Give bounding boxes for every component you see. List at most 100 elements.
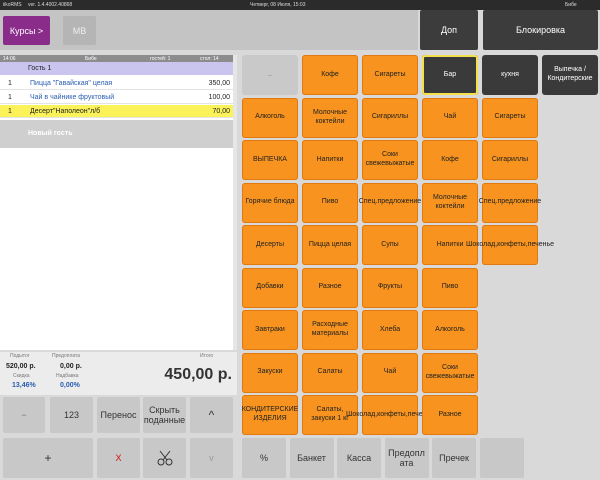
total-label: Итого	[200, 353, 214, 359]
menu-tile[interactable]: Супы	[362, 225, 418, 265]
item-name: Десерт"Наполеон"л/б	[30, 108, 101, 115]
numpad-button[interactable]: 123	[50, 397, 93, 433]
markup: 0,00%	[60, 382, 80, 389]
order-item[interactable]: 1 Десерт"Наполеон"л/б 70,00	[0, 105, 233, 118]
action-button[interactable]: %	[242, 438, 286, 478]
courses-button[interactable]: Курсы >	[3, 16, 50, 45]
menu-tile[interactable]: Расходные материалы	[302, 310, 358, 350]
action-button[interactable]: Касса	[337, 438, 381, 478]
header-cell: гостей: 1	[150, 56, 171, 62]
menu-tile[interactable]: ..	[242, 55, 298, 95]
order-header: 14:06 Бибе гостей: 1 стол: 14	[0, 55, 233, 62]
app-name: iikoRMS	[3, 2, 22, 8]
menu-tile[interactable]: Разное	[302, 267, 358, 308]
scrollbar	[233, 55, 237, 350]
item-qty: 1	[8, 94, 12, 101]
menu-tile[interactable]: Разное	[422, 395, 478, 435]
item-qty: 1	[8, 108, 12, 115]
order-item[interactable]: 1 Чай в чайнике фруктовый 100,00	[0, 91, 233, 104]
menu-tile[interactable]: Спец.предложение	[479, 182, 541, 223]
order-panel	[0, 55, 237, 350]
menu-tile[interactable]: Бар	[422, 55, 478, 95]
markup-label: Надбавка	[56, 373, 79, 379]
hide-served-button[interactable]: Скрыть поданные	[143, 397, 186, 433]
menu-tile[interactable]: Чай	[422, 97, 478, 138]
menu-tile[interactable]: Молочные коктейли	[302, 97, 358, 138]
item-name: Чай в чайнике фруктовый	[30, 94, 115, 101]
minus-button[interactable]: −	[3, 397, 45, 433]
menu-tile[interactable]: Алкоголь	[242, 97, 298, 138]
lock-button[interactable]: Блокировка	[483, 10, 598, 50]
menu-tile[interactable]: Хлеба	[362, 310, 418, 350]
scissors-icon	[157, 450, 172, 466]
menu-tile[interactable]: Добавки	[242, 267, 298, 308]
menu-tile[interactable]: ВЫПЕЧКА	[242, 140, 298, 180]
menu-tile[interactable]: Пиво	[302, 182, 358, 223]
menu-tile[interactable]: Сигареты	[482, 97, 538, 138]
header-cell: 14:06	[3, 56, 16, 62]
menu-tile[interactable]: Кофе	[302, 55, 358, 95]
split-button[interactable]	[143, 438, 186, 478]
date: Четверг, 08 Июля, 15:03	[250, 2, 306, 8]
menu-tile[interactable]: Шоколад,конфеты,печенье	[346, 395, 434, 435]
menu-tile[interactable]: Сигариллы	[482, 140, 538, 180]
down-button[interactable]: v	[190, 438, 233, 478]
mv-button[interactable]: МВ	[63, 16, 96, 45]
subtotal-label: Подытог	[10, 353, 30, 359]
item-name: Пицца "Гавайская" целая	[30, 80, 113, 87]
transfer-button[interactable]: Перенос	[97, 397, 140, 433]
menu-tile[interactable]: кухня	[482, 55, 538, 95]
user: Бибе	[565, 2, 577, 8]
menu-tile[interactable]: Напитки	[302, 140, 358, 180]
plus-button[interactable]: +	[3, 438, 93, 478]
action-button[interactable]: Банкет	[289, 438, 334, 478]
menu-tile[interactable]: КОНДИТЕРСКИЕ ИЗДЕЛИЯ	[242, 395, 298, 435]
menu-tile[interactable]: Закуски	[242, 352, 298, 393]
menu-tile[interactable]: Сигареты	[362, 55, 418, 95]
discount-label: Скидка	[13, 373, 30, 379]
action-button[interactable]: Пречек	[432, 438, 476, 478]
menu-tile[interactable]: Молочные коктейли	[422, 182, 478, 223]
discount: 13,46%	[12, 382, 36, 389]
item-qty: 1	[8, 80, 12, 87]
subtotal: 520,00 р.	[6, 363, 36, 370]
menu-tile[interactable]: Алкоголь	[422, 310, 478, 350]
menu-tile[interactable]: Напитки	[422, 225, 478, 265]
action-button[interactable]	[479, 438, 524, 478]
menu-tile[interactable]: Соки свежевыжатые	[422, 352, 478, 393]
total: 450,00 р.	[164, 366, 232, 383]
action-button[interactable]: Предоплата	[384, 438, 429, 478]
menu-tile[interactable]: Сигариллы	[362, 97, 418, 138]
menu-tile[interactable]: Шоколад,конфеты,печенье	[466, 225, 554, 265]
menu-tile[interactable]: Десерты	[242, 225, 298, 265]
menu-tile[interactable]: Выпечка / Кондитерские	[542, 55, 598, 95]
guest-row: Гость 1	[0, 62, 233, 75]
menu-tile[interactable]: Горячие блюда	[242, 182, 298, 223]
menu-tile[interactable]: Кофе	[422, 140, 478, 180]
header-cell: стол: 14	[200, 56, 219, 62]
delete-button[interactable]: X	[97, 438, 140, 478]
summary: Подытог Предоплата Итого 520,00 р. 0,00 …	[0, 352, 237, 395]
item-price: 350,00	[208, 80, 230, 87]
menu-tile[interactable]: Завтраки	[242, 310, 298, 350]
menu-tile[interactable]: Соки свежевыжатые	[362, 140, 418, 180]
menu-tile[interactable]: Салаты	[302, 352, 358, 393]
item-price: 100,00	[208, 94, 230, 101]
menu-tile[interactable]: Салаты, закуски 1 кг	[302, 395, 358, 435]
version: ver. 1.4.4002.40868	[28, 2, 73, 8]
menu-tile[interactable]: Фрукты	[362, 267, 418, 308]
up-button[interactable]: ^	[190, 397, 233, 433]
extra-button[interactable]: Доп	[420, 10, 478, 50]
title-bar: iikoRMS ver. 1.4.4002.40868 Четверг, 08 …	[0, 0, 600, 10]
order-items: 1 Пицца "Гавайская" целая 350,00 1 Чай в чай…	[0, 77, 233, 119]
prepay: 0,00 р.	[60, 363, 82, 370]
menu-tile[interactable]: Спец.предложение	[359, 182, 421, 223]
prepay-label: Предоплата	[52, 353, 81, 359]
menu-tile[interactable]: Пицца целая	[302, 225, 358, 265]
header-cell: Бибе	[85, 56, 97, 62]
menu-tile[interactable]: Чай	[362, 352, 418, 393]
new-guest-button[interactable]: Новый гость	[0, 120, 233, 148]
order-item[interactable]: 1 Пицца "Гавайская" целая 350,00	[0, 77, 233, 90]
menu-tile[interactable]: Пиво	[422, 267, 478, 308]
